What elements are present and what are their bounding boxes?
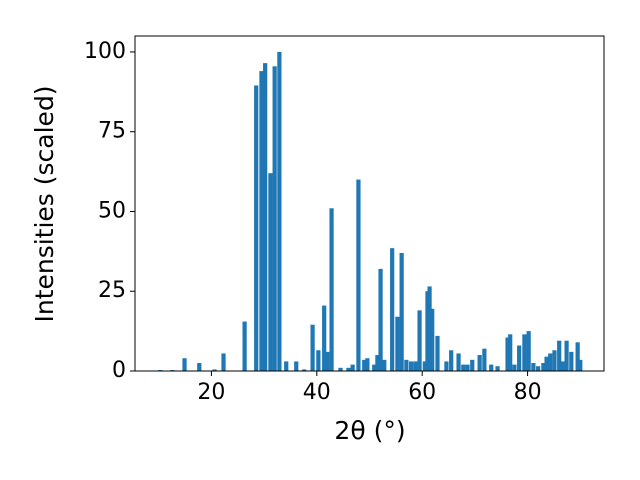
bar [390, 248, 395, 371]
bar [449, 350, 454, 371]
bar [430, 308, 435, 371]
bar [465, 364, 470, 371]
bar [548, 353, 553, 371]
bar [512, 364, 517, 371]
bar [346, 367, 351, 371]
bar [505, 337, 510, 371]
bar [575, 342, 580, 371]
bar [489, 364, 494, 371]
bar [569, 351, 574, 371]
bar [456, 353, 461, 371]
bar [552, 350, 557, 371]
bar [362, 359, 367, 371]
x-axis-label: 2θ (°) [334, 416, 405, 445]
bar [557, 340, 562, 371]
y-tick-label: 75 [98, 119, 126, 144]
bar [294, 361, 299, 371]
bar [372, 364, 377, 371]
bar [277, 51, 282, 371]
y-axis-label: Intensities (scaled) [30, 85, 59, 322]
bar [382, 359, 387, 371]
bar [242, 321, 247, 371]
bar [508, 334, 513, 371]
bar [365, 358, 370, 371]
bar [413, 361, 418, 371]
bar [284, 361, 289, 371]
bar [461, 364, 466, 371]
bar [409, 361, 414, 371]
bar [495, 366, 500, 371]
bar [526, 331, 531, 371]
x-tick-label: 80 [514, 380, 542, 405]
bar [302, 369, 307, 371]
x-tick-label: 60 [408, 380, 436, 405]
bar [254, 85, 259, 371]
bar [259, 71, 264, 371]
x-tick-label: 40 [303, 380, 331, 405]
bar [404, 359, 409, 371]
bar [482, 348, 487, 371]
bar [435, 335, 440, 371]
y-tick-label: 0 [112, 358, 126, 383]
bar [417, 310, 422, 371]
bar [268, 173, 273, 371]
bar [427, 286, 432, 371]
bar [378, 268, 383, 371]
bar [338, 367, 343, 371]
bar [399, 252, 404, 371]
y-tick-label: 100 [84, 39, 126, 64]
bar [325, 351, 330, 371]
bar [182, 358, 187, 371]
bar [375, 355, 380, 371]
bar [350, 364, 355, 371]
plot-frame [134, 35, 605, 372]
bar [422, 361, 427, 371]
bar [197, 363, 202, 371]
bar [578, 359, 583, 371]
bar [444, 361, 449, 371]
bar [263, 63, 268, 371]
bar [356, 179, 361, 371]
bar [541, 363, 546, 371]
bar [477, 355, 482, 371]
bar [329, 208, 334, 371]
bar [517, 345, 522, 371]
y-tick-label: 25 [98, 278, 126, 303]
bar [544, 356, 549, 371]
bar [522, 334, 527, 371]
bar [316, 350, 321, 371]
bar [212, 369, 217, 371]
bar [221, 353, 226, 371]
y-tick-label: 50 [98, 198, 126, 223]
bar [470, 359, 475, 371]
bar [531, 363, 536, 371]
bar [310, 324, 315, 371]
x-tick-label: 20 [197, 380, 225, 405]
bar [564, 340, 569, 371]
bar [322, 305, 327, 371]
bar [536, 366, 541, 371]
bar [560, 361, 565, 371]
bar [395, 316, 400, 371]
bar [272, 66, 277, 372]
